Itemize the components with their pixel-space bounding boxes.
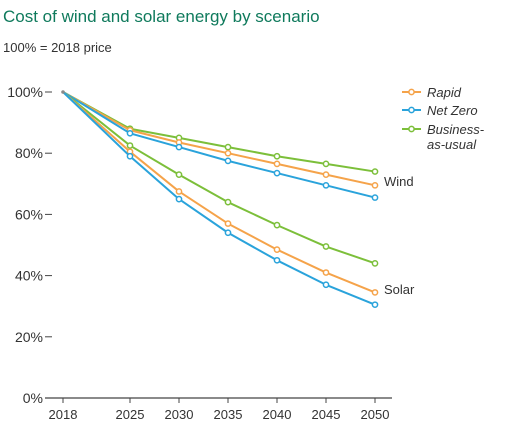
- y-tick-label: 20%: [15, 329, 43, 345]
- annotation-wind: Wind: [384, 174, 414, 189]
- legend-label: as-usual: [427, 137, 477, 152]
- data-point: [273, 160, 281, 168]
- data-point: [322, 171, 330, 178]
- x-tick-label: 2030: [165, 407, 194, 422]
- data-point: [175, 188, 183, 195]
- x-tick-label: 2045: [312, 407, 341, 422]
- chart-title: Cost of wind and solar energy by scenari…: [3, 7, 320, 26]
- data-point: [322, 243, 330, 250]
- y-tick-label: 60%: [15, 206, 43, 222]
- legend-swatch-marker: [408, 125, 415, 133]
- data-point: [371, 301, 379, 309]
- data-point: [224, 157, 232, 165]
- data-point: [273, 256, 281, 264]
- legend-label: Net Zero: [427, 103, 478, 118]
- series-line-wind-business-as-usual: [62, 91, 376, 173]
- legend-label: Rapid: [427, 85, 462, 100]
- x-tick-label: 2040: [263, 407, 292, 422]
- legend-swatch-marker: [408, 88, 415, 96]
- data-point: [175, 171, 183, 178]
- legend-label: Business-: [427, 122, 485, 137]
- data-point: [224, 149, 232, 157]
- data-point: [371, 181, 379, 189]
- data-point: [224, 229, 232, 237]
- data-point: [322, 281, 330, 289]
- x-tick-label: 2018: [49, 407, 78, 422]
- data-point: [126, 129, 134, 137]
- y-tick-label: 100%: [7, 84, 43, 100]
- data-point: [371, 168, 379, 175]
- legend-swatch-marker: [408, 106, 415, 114]
- data-point: [371, 289, 379, 296]
- y-tick-label: 40%: [15, 268, 43, 284]
- data-point: [273, 246, 281, 253]
- x-tick-label: 2035: [214, 407, 243, 422]
- data-point: [273, 221, 281, 229]
- data-point: [126, 142, 134, 149]
- data-point: [126, 152, 134, 160]
- data-point: [224, 143, 232, 151]
- data-point: [322, 269, 330, 276]
- data-point: [175, 195, 183, 203]
- data-point: [371, 260, 379, 267]
- data-point: [224, 220, 232, 227]
- x-tick-label: 2025: [116, 407, 145, 422]
- chart-subtitle: 100% = 2018 price: [3, 40, 112, 55]
- annotation-solar: Solar: [384, 282, 415, 297]
- origin-point: [61, 90, 65, 94]
- data-point: [224, 198, 232, 206]
- series-line-solar-rapid: [62, 91, 376, 294]
- data-point: [273, 169, 281, 177]
- data-point: [273, 152, 281, 160]
- series-line-wind-rapid: [62, 91, 376, 187]
- y-tick-label: 0%: [23, 390, 43, 406]
- data-point: [322, 181, 330, 189]
- data-point: [322, 160, 330, 168]
- data-point: [175, 143, 183, 151]
- data-point: [371, 194, 379, 201]
- x-tick-label: 2050: [361, 407, 390, 422]
- y-tick-label: 80%: [15, 145, 43, 161]
